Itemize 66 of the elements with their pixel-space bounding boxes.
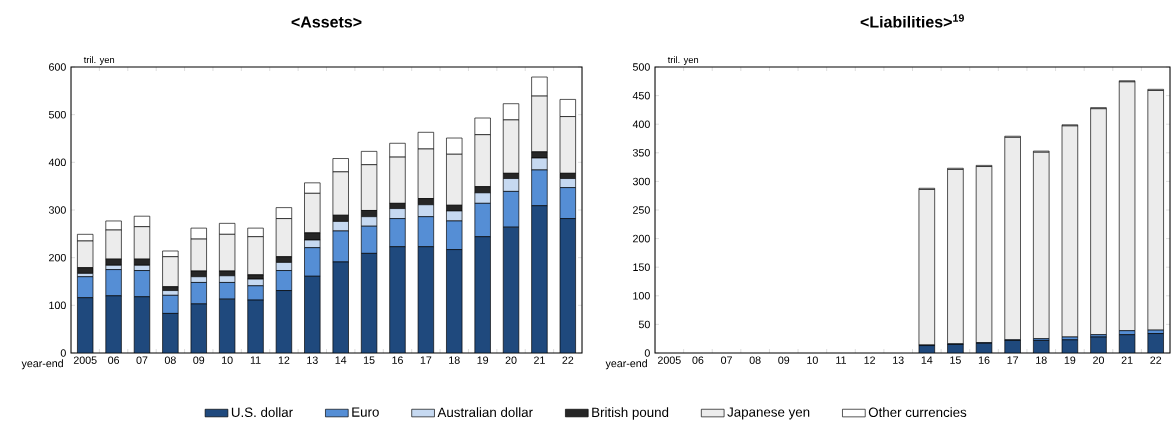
y-axis-title: tril. yen <box>667 56 699 65</box>
x-tick-label: 09 <box>778 356 790 364</box>
x-tick-label: 21 <box>534 356 545 364</box>
x-tick-label: 10 <box>807 356 818 364</box>
y-tick-label: 50 <box>638 320 650 329</box>
x-tick-label: 08 <box>164 356 176 364</box>
x-tick-label: 12 <box>864 356 875 364</box>
x-tick-label: 07 <box>136 356 148 364</box>
legend-label: Japanese yen <box>727 407 810 420</box>
y-tick-label: 200 <box>49 253 66 262</box>
y-tick-label: 500 <box>48 110 66 119</box>
x-axis-title: year-end <box>605 359 647 370</box>
legend-label: Australian dollar <box>437 407 533 418</box>
x-tick-label: 15 <box>950 356 961 364</box>
x-tick-label: 20 <box>1093 356 1104 364</box>
y-tick-label: 500 <box>632 63 650 71</box>
y-tick-label: 400 <box>632 120 650 128</box>
x-tick-label: 2005 <box>73 356 97 364</box>
x-axis-title: year-end <box>21 359 63 370</box>
x-tick-label: 06 <box>108 356 120 364</box>
x-tick-label: 12 <box>278 356 290 364</box>
x-tick-label: 17 <box>1007 356 1019 364</box>
y-tick-label: 100 <box>633 292 650 300</box>
x-tick-label: 14 <box>335 356 347 364</box>
x-tick-label: 18 <box>1036 356 1047 364</box>
y-tick-label: 600 <box>49 63 66 71</box>
y-tick-label: 300 <box>48 206 66 214</box>
x-tick-label: 22 <box>562 356 574 364</box>
x-tick-label: 09 <box>193 356 205 364</box>
legend-label: Euro <box>352 407 379 417</box>
y-tick-label: 450 <box>632 91 650 100</box>
x-tick-label: 18 <box>449 356 460 364</box>
chart-title: <Liabilities>$^{19}$ <box>860 14 964 28</box>
x-tick-label: 13 <box>893 356 904 364</box>
x-tick-label: 08 <box>749 356 761 364</box>
y-tick-label: 0 <box>644 349 650 357</box>
x-tick-label: 16 <box>978 356 990 364</box>
x-tick-label: 10 <box>222 356 233 364</box>
x-tick-label: 20 <box>505 356 517 364</box>
y-tick-label: 250 <box>633 206 650 214</box>
y-tick-label: 150 <box>633 263 650 271</box>
x-tick-label: 19 <box>1064 356 1076 364</box>
x-tick-label: 13 <box>307 356 318 364</box>
y-tick-label: 350 <box>632 149 650 157</box>
legend-label: Other currencies <box>868 407 967 418</box>
x-tick-label: 2005 <box>657 356 681 364</box>
x-tick-label: 07 <box>721 356 732 364</box>
x-tick-label: 06 <box>692 356 704 364</box>
y-tick-label: 0 <box>60 349 66 357</box>
y-tick-label: 100 <box>49 301 66 310</box>
y-axis-title: tril. yen <box>83 56 115 65</box>
x-tick-label: 21 <box>1121 356 1133 364</box>
legend-label: U.S. dollar <box>231 407 293 418</box>
x-tick-label: 19 <box>477 356 489 364</box>
y-tick-label: 300 <box>632 177 650 186</box>
x-tick-label: 11 <box>836 356 846 364</box>
chart-title: <Assets> <box>291 16 362 28</box>
legend-label: British pound <box>592 407 669 420</box>
x-tick-label: 22 <box>1150 356 1162 364</box>
y-tick-label: 200 <box>633 234 650 243</box>
y-tick-label: 400 <box>48 158 66 167</box>
x-tick-label: 14 <box>921 356 933 364</box>
x-tick-label: 15 <box>363 356 375 364</box>
x-tick-label: 11 <box>250 356 261 364</box>
x-tick-label: 16 <box>392 356 403 364</box>
x-tick-label: 17 <box>420 356 432 364</box>
